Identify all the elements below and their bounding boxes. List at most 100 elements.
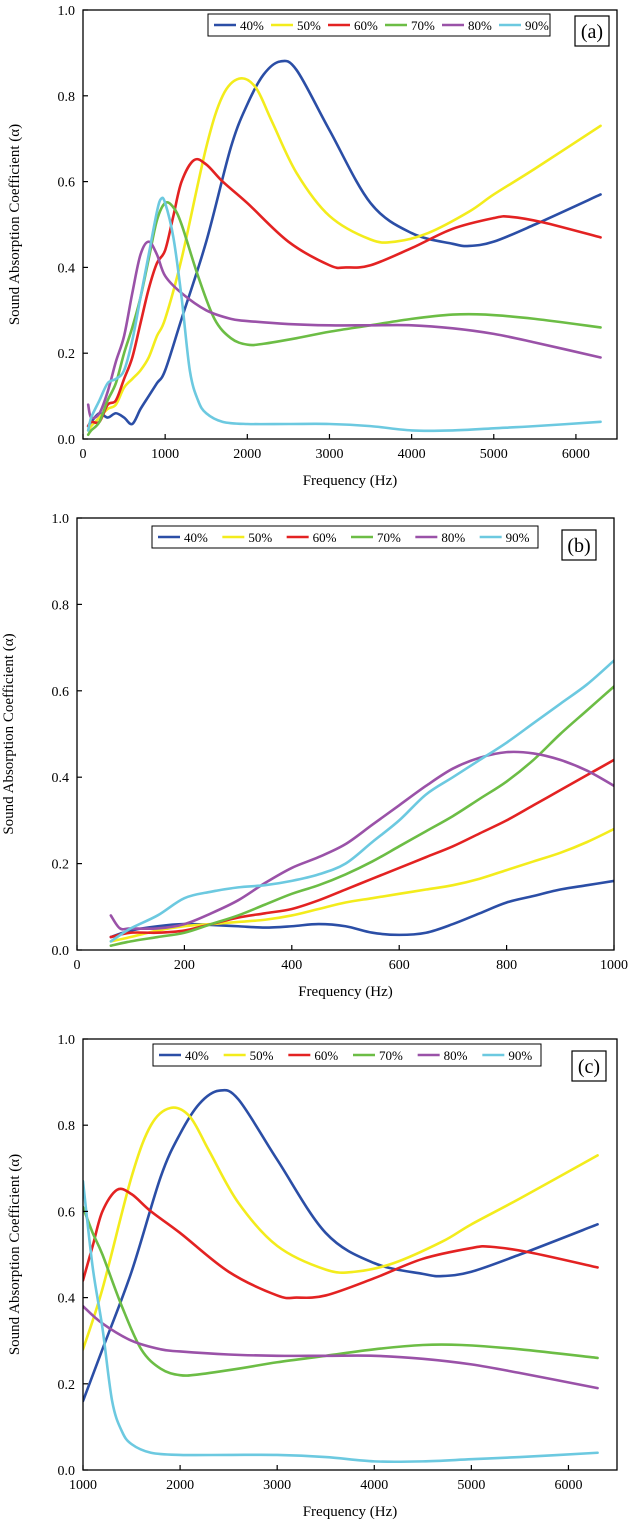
series-lines xyxy=(83,1088,599,1464)
y-tick-label: 1.0 xyxy=(58,1033,76,1048)
y-tick-label: 0.6 xyxy=(52,685,70,700)
chart-panel-2: 1000 2000 3000 4000 5000 6000 0.0 0.2 0.4 0.6 0.8 1… xyxy=(7,1033,618,1520)
x-tick-label: 5000 xyxy=(457,1478,485,1493)
x-tick-label: 0 xyxy=(80,447,87,462)
legend: 40% 50% 60% 70% 80% 90% xyxy=(207,13,551,37)
series-line-40pct xyxy=(109,879,614,939)
x-tick-label: 3000 xyxy=(263,1478,291,1493)
y-tick-label: 0.2 xyxy=(58,1378,76,1393)
legend-label: 80% xyxy=(441,530,465,545)
y-axis-title: Sound Absorption Coefficient (α) xyxy=(1,633,17,834)
series-line-50pct xyxy=(109,827,614,943)
series-line-90pct xyxy=(109,659,614,943)
y-tick-label: 1.0 xyxy=(58,4,76,19)
legend-box xyxy=(151,525,539,549)
series-line-90pct xyxy=(83,1179,599,1464)
legend: 40% 50% 60% 70% 80% 90% xyxy=(152,1043,542,1067)
legend-label: 90% xyxy=(508,1048,532,1063)
legend-label: 80% xyxy=(468,18,492,33)
chart-panel-0: 0 1000 2000 3000 4000 5000 6000 0.0 0.2 0.4 0.6 0.8… xyxy=(7,4,618,489)
x-tick-label: 1000 xyxy=(69,1478,97,1493)
y-tick-label: 0.8 xyxy=(52,598,70,613)
panel-label: (c) xyxy=(578,1056,600,1078)
x-tick-label: 3000 xyxy=(315,447,343,462)
legend-label: 70% xyxy=(411,18,435,33)
x-tick-label: 0 xyxy=(74,958,81,973)
legend-label: 60% xyxy=(354,18,378,33)
x-tick-label: 600 xyxy=(389,958,410,973)
series-line-50pct xyxy=(86,77,602,432)
legend-label: 80% xyxy=(444,1048,468,1063)
panel-label: (b) xyxy=(567,535,590,557)
y-tick-label: 0.4 xyxy=(58,261,76,276)
series-lines xyxy=(86,59,602,437)
series-line-70pct xyxy=(83,1205,599,1377)
y-tick-label: 0.4 xyxy=(58,1292,76,1307)
series-line-40pct xyxy=(83,1088,599,1403)
legend-label: 60% xyxy=(314,1048,338,1063)
y-tick-label: 0.2 xyxy=(58,347,76,362)
legend-label: 90% xyxy=(506,530,530,545)
x-axis-title: Frequency (Hz) xyxy=(298,984,393,1000)
series-line-80pct xyxy=(83,1304,599,1390)
y-tick-label: 0.6 xyxy=(58,1205,76,1220)
x-tick-label: 5000 xyxy=(480,447,508,462)
x-tick-label: 6000 xyxy=(562,447,590,462)
legend-label: 50% xyxy=(250,1048,274,1063)
series-line-60pct xyxy=(86,157,602,428)
y-tick-label: 0.8 xyxy=(58,1119,76,1134)
x-tick-label: 200 xyxy=(174,958,195,973)
series-lines xyxy=(109,659,614,947)
legend-box xyxy=(152,1043,542,1067)
legend-box xyxy=(207,13,551,37)
series-line-70pct xyxy=(109,685,614,947)
y-axis-title: Sound Absorption Coefficient (α) xyxy=(7,124,23,325)
x-tick-label: 4000 xyxy=(398,447,426,462)
series-line-70pct xyxy=(86,201,602,437)
x-tick-label: 800 xyxy=(496,958,517,973)
x-tick-label: 1000 xyxy=(600,958,628,973)
chart-panel-1: 0 200 400 600 800 1000 0.0 0.2 0.4 0.6 0.8 1.0 Frequ… xyxy=(1,512,628,1000)
series-line-60pct xyxy=(83,1187,599,1300)
legend-label: 40% xyxy=(184,530,208,545)
series-line-60pct xyxy=(109,758,614,939)
panel-label: (a) xyxy=(581,21,603,43)
series-line-40pct xyxy=(86,59,602,428)
y-tick-label: 0.4 xyxy=(52,771,70,786)
legend: 40% 50% 60% 70% 80% 90% xyxy=(151,525,539,549)
y-tick-label: 0.8 xyxy=(58,90,76,105)
legend-label: 40% xyxy=(240,18,264,33)
legend-label: 90% xyxy=(525,18,549,33)
legend-label: 70% xyxy=(379,1048,403,1063)
y-tick-label: 0.0 xyxy=(52,944,70,959)
series-line-50pct xyxy=(83,1106,599,1351)
x-axis-title: Frequency (Hz) xyxy=(303,473,398,489)
x-tick-label: 400 xyxy=(281,958,302,973)
legend-label: 40% xyxy=(185,1048,209,1063)
y-tick-label: 0.0 xyxy=(58,433,76,448)
y-tick-label: 1.0 xyxy=(52,512,70,527)
series-line-80pct xyxy=(109,750,614,931)
x-tick-label: 6000 xyxy=(554,1478,582,1493)
x-tick-label: 2000 xyxy=(233,447,261,462)
x-axis-title: Frequency (Hz) xyxy=(303,1504,398,1520)
panel-label-box xyxy=(574,15,610,47)
legend-label: 50% xyxy=(297,18,321,33)
x-tick-label: 1000 xyxy=(151,447,179,462)
y-axis-title: Sound Absorption Coefficient (α) xyxy=(7,1154,23,1355)
plot-frame xyxy=(82,9,618,440)
legend-label: 70% xyxy=(377,530,401,545)
y-tick-label: 0.6 xyxy=(58,176,76,191)
legend-label: 60% xyxy=(313,530,337,545)
x-tick-label: 4000 xyxy=(360,1478,388,1493)
panel-label-box xyxy=(571,1050,607,1082)
y-tick-label: 0.0 xyxy=(58,1464,76,1479)
plot-frame xyxy=(82,1038,618,1471)
x-tick-label: 2000 xyxy=(166,1478,194,1493)
y-tick-label: 0.2 xyxy=(52,858,70,873)
legend-label: 50% xyxy=(248,530,272,545)
plot-frame xyxy=(76,517,615,951)
series-line-90pct xyxy=(86,196,602,433)
panel-label-box xyxy=(561,529,597,561)
